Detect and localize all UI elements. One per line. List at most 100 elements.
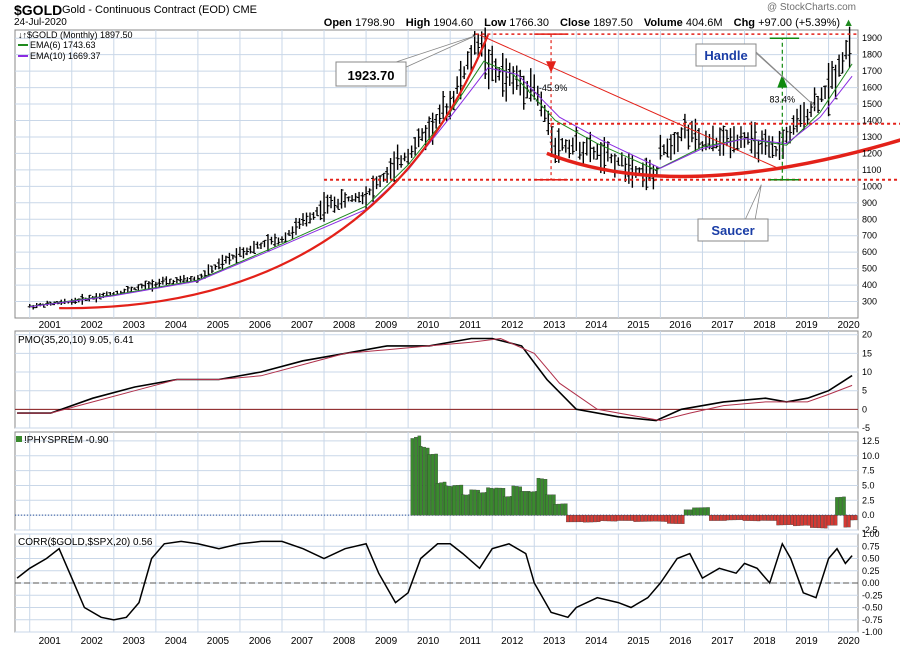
x-tick-label: 2011 <box>459 320 481 331</box>
open-label: Open <box>323 17 352 29</box>
physprem-bar <box>670 515 675 524</box>
chart-date: 24-Jul-2020 <box>14 17 67 28</box>
physprem-bar <box>444 485 448 516</box>
physprem-bar <box>763 515 767 521</box>
physprem-bar <box>766 515 771 521</box>
x-tick-label: 2010 <box>417 636 440 647</box>
physprem-bar <box>838 496 843 516</box>
y-tick-label: 1200 <box>862 148 882 158</box>
physprem-bar <box>573 515 577 523</box>
physprem-bar <box>489 487 494 516</box>
physprem-bar <box>548 494 553 516</box>
y-tick-label: 1800 <box>862 50 882 60</box>
physprem-bar <box>687 509 691 516</box>
physprem-bar <box>569 515 574 523</box>
physprem-bar <box>528 491 532 516</box>
physprem-bar <box>582 515 587 523</box>
y-tick-label: -5 <box>862 423 870 433</box>
chg-value: +97.00 (+5.39%) <box>758 17 841 29</box>
x-tick-label: 2005 <box>207 636 230 647</box>
x-tick-label: 2011 <box>459 636 481 647</box>
physprem-bar <box>593 515 597 523</box>
y-tick-label: -0.75 <box>862 615 883 625</box>
y-tick-label: 0 <box>862 404 867 414</box>
x-tick-label: 2005 <box>207 320 230 331</box>
physprem-bar <box>833 515 838 526</box>
y-tick-label: -2.5 <box>862 525 878 535</box>
x-tick-label: 2016 <box>669 636 692 647</box>
physprem-bar <box>464 494 469 516</box>
physprem-bar <box>540 478 544 516</box>
handle-callout-text: Handle <box>704 48 747 63</box>
y-tick-label: 800 <box>862 214 877 224</box>
x-tick-label: 2006 <box>249 320 272 331</box>
physprem-bar <box>674 515 678 524</box>
x-tick-label: 2017 <box>711 636 734 647</box>
physprem-bar <box>435 483 440 516</box>
physprem-bar <box>660 515 665 522</box>
physprem-bar <box>456 485 460 516</box>
physprem-bar <box>623 515 628 521</box>
high-label: High <box>405 17 431 29</box>
physprem-bar <box>657 515 661 522</box>
y-tick-label: 900 <box>862 198 877 208</box>
physprem-bar <box>820 515 825 529</box>
rally-label: 83.4% <box>770 94 796 104</box>
x-tick-label: 2008 <box>333 320 356 331</box>
physprem-bar <box>692 507 696 516</box>
y-tick-label: 1600 <box>862 83 882 93</box>
y-tick-label: 20 <box>862 330 872 340</box>
physprem-bar <box>725 515 730 521</box>
physprem-bar <box>418 446 423 516</box>
y-tick-label: -0.25 <box>862 590 883 600</box>
y-tick-label: 1900 <box>862 33 882 43</box>
physprem-bar <box>422 446 426 516</box>
physprem-bar <box>729 515 733 521</box>
physprem-bar <box>850 515 854 521</box>
y-tick-label: 500 <box>862 264 877 274</box>
physprem-bar <box>803 515 808 526</box>
x-tick-label: 2009 <box>375 636 398 647</box>
physprem-bar <box>793 515 797 527</box>
physprem-bar <box>759 515 764 521</box>
close-label: Close <box>560 17 590 29</box>
physprem-bar <box>843 515 848 528</box>
chg-up-icon: ▲ <box>843 17 854 29</box>
y-tick-label: 10.0 <box>862 451 880 461</box>
physprem-bar <box>566 515 570 523</box>
physprem-bar <box>636 515 641 522</box>
panel-frame <box>14 29 859 319</box>
physprem-bar <box>810 515 814 528</box>
y-tick-label: 1500 <box>862 99 882 109</box>
y-tick-label: 0.75 <box>862 541 880 551</box>
y-tick-label: 1100 <box>862 165 881 175</box>
x-tick-label: 2016 <box>669 320 692 331</box>
physprem-bar <box>620 515 624 521</box>
saucer-arc <box>546 138 900 179</box>
physprem-bar <box>599 515 604 521</box>
y-tick-label: 15 <box>862 348 872 358</box>
x-tick-label: 2019 <box>795 636 818 647</box>
x-tick-label: 2013 <box>543 636 566 647</box>
low-value: 1766.30 <box>509 17 549 29</box>
pmo-line <box>17 337 853 422</box>
physprem-bar <box>650 515 654 522</box>
legend-ema6: EMA(6) 1743.63 <box>30 40 96 50</box>
physprem-bar <box>653 515 658 522</box>
x-tick-label: 2013 <box>543 320 566 331</box>
physprem-bar <box>702 507 707 516</box>
physprem-bar <box>514 486 519 516</box>
physprem-bar <box>545 494 549 516</box>
volume-value: 404.6M <box>685 17 723 29</box>
volume-label: Volume <box>643 17 683 29</box>
peak-callout-box <box>335 61 407 87</box>
y-tick-label: 0.0 <box>862 510 875 520</box>
low-label: Low <box>484 17 507 29</box>
physprem-bar <box>847 515 851 528</box>
y-tick-label: 1000 <box>862 181 882 191</box>
x-tick-label: 2018 <box>753 320 776 331</box>
physprem-bar <box>779 515 784 526</box>
physprem-bar <box>447 485 452 516</box>
ema6-line <box>29 60 853 307</box>
handle-callout-box <box>695 43 757 67</box>
